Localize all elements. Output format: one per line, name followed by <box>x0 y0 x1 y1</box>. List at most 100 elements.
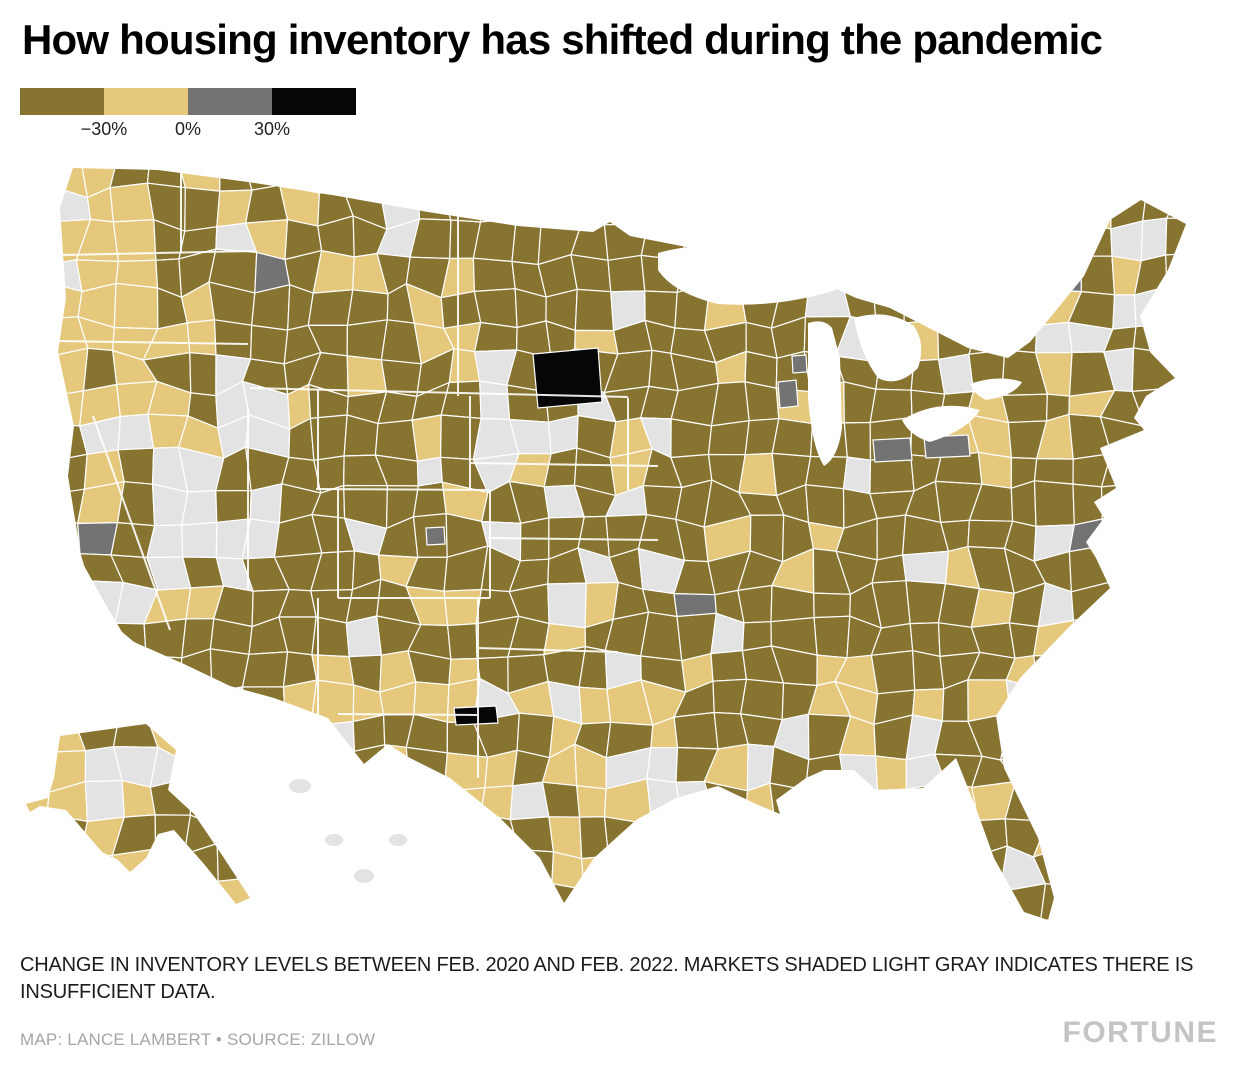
county-cell <box>578 816 610 860</box>
county-cell <box>876 514 907 561</box>
county-cell <box>679 189 715 229</box>
county-cell <box>610 882 651 919</box>
county-cells <box>26 168 1222 950</box>
county-cell <box>82 347 118 392</box>
county-cell <box>1132 679 1170 720</box>
county-cell <box>174 842 219 886</box>
county-cell <box>710 381 750 427</box>
county-cell <box>1072 615 1115 658</box>
county-cell <box>1140 217 1168 262</box>
county-cell <box>1003 222 1035 265</box>
county-cell <box>976 845 1008 893</box>
county-cell <box>834 847 880 882</box>
legend-color-scale <box>20 88 356 115</box>
county-cell <box>342 922 387 950</box>
county-cell <box>977 451 1013 489</box>
county-cell <box>905 914 949 920</box>
county-cell <box>143 618 187 659</box>
county-cell <box>46 347 89 397</box>
county-cell <box>1001 393 1048 424</box>
county-cell <box>576 183 613 226</box>
county-cell <box>479 184 517 223</box>
county-cell <box>1039 883 1082 920</box>
county-cell <box>279 725 312 757</box>
highlight-market <box>923 434 971 459</box>
county-cell <box>670 418 713 459</box>
county-cell <box>1138 820 1181 854</box>
county-cell <box>1207 583 1222 627</box>
county-cell <box>250 790 285 817</box>
county-cell <box>738 194 785 231</box>
county-cell <box>676 912 711 920</box>
county-cell <box>907 218 947 259</box>
county-cell <box>1132 649 1171 686</box>
county-cell <box>1202 915 1222 950</box>
county-cell <box>1208 316 1222 357</box>
county-cell <box>26 220 59 266</box>
county-cell <box>405 746 448 793</box>
county-cell <box>942 878 984 918</box>
county-cell <box>737 584 773 624</box>
county-cell <box>1043 751 1075 791</box>
county-cell <box>1072 677 1111 716</box>
county-cell <box>377 168 420 196</box>
us-choropleth-map <box>18 158 1222 950</box>
county-cell <box>738 217 776 252</box>
county-cell <box>1004 191 1038 233</box>
county-cell <box>1142 185 1180 222</box>
county-cell <box>940 187 981 232</box>
county-cell <box>1013 913 1049 920</box>
county-cell <box>1033 655 1074 689</box>
county-cell <box>1043 786 1074 824</box>
county-cell <box>249 483 283 524</box>
county-cell <box>219 746 258 794</box>
county-cell <box>1106 755 1142 792</box>
county-cell <box>738 452 778 497</box>
county-cell <box>479 923 518 950</box>
county-cell <box>873 908 917 920</box>
county-cell <box>1178 354 1186 389</box>
county-cell <box>1131 347 1182 393</box>
county-cell <box>49 453 88 494</box>
county-cell <box>346 319 389 361</box>
county-cell <box>77 616 116 656</box>
county-cell <box>149 746 192 788</box>
page-title: How housing inventory has shifted during… <box>22 16 1103 63</box>
county-cell <box>151 848 186 886</box>
county-cell <box>1205 650 1222 686</box>
county-cell <box>1205 624 1222 658</box>
county-cell <box>78 854 117 891</box>
county-cell <box>646 778 682 826</box>
county-cell <box>810 824 852 855</box>
county-cell <box>1099 918 1143 920</box>
county-cell <box>645 875 682 918</box>
county-cell <box>1033 457 1074 485</box>
county-cell <box>936 289 982 321</box>
county-cell <box>903 813 941 856</box>
county-cell <box>472 218 517 263</box>
highlight-market <box>532 347 603 409</box>
county-cell <box>1136 168 1179 195</box>
county-cell <box>944 256 977 297</box>
county-cell <box>769 821 813 853</box>
county-cell <box>578 686 612 725</box>
county-cell <box>472 257 516 293</box>
county-cell <box>603 183 649 226</box>
county-cell <box>1132 583 1174 624</box>
county-cell <box>743 847 776 879</box>
county-cell <box>116 686 150 723</box>
county-cell <box>739 168 785 197</box>
county-cell <box>1069 168 1113 196</box>
county-cell <box>999 882 1047 920</box>
county-cell <box>446 623 478 660</box>
county-cell <box>1208 283 1222 318</box>
county-cell <box>1112 294 1137 330</box>
county-cell <box>837 184 883 230</box>
legend-swatch-increase <box>188 88 272 115</box>
county-cell <box>703 877 753 920</box>
county-cell <box>869 224 915 262</box>
county-cell <box>1178 778 1186 827</box>
county-cell <box>803 878 838 916</box>
county-cell <box>1201 416 1222 452</box>
county-cell <box>1164 850 1186 890</box>
